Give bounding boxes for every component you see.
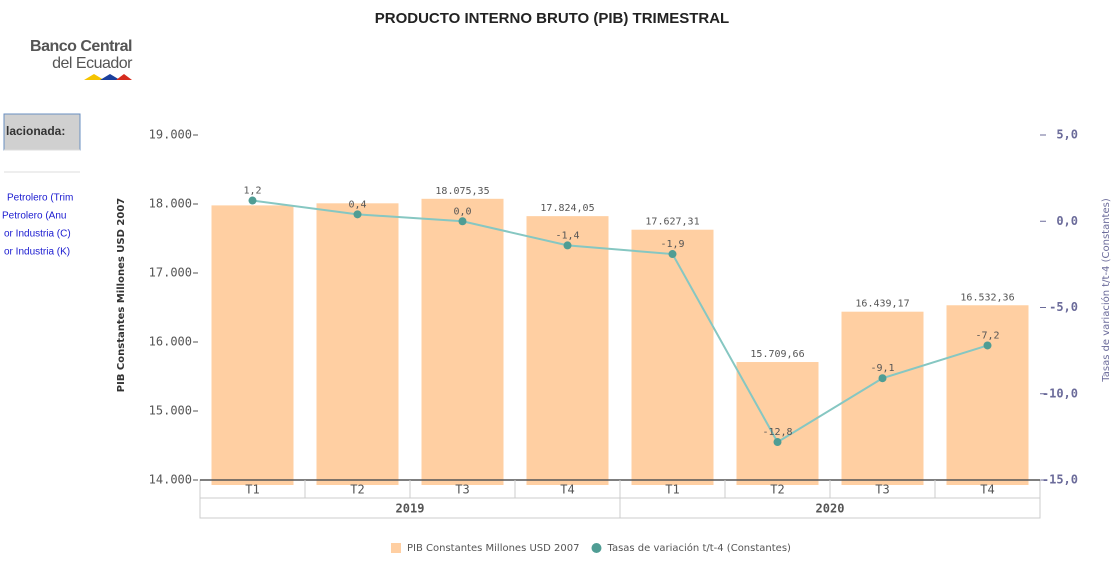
y2-tick-label: -5,0 (1049, 300, 1078, 314)
y2-tick-label: -15,0 (1042, 473, 1078, 487)
x-tick-label: T4 (560, 483, 574, 497)
bar (841, 311, 924, 485)
logo-text: del Ecuador (52, 55, 133, 72)
line-marker (563, 241, 572, 250)
x-tick-label: T4 (980, 483, 994, 497)
x-tick-label: T2 (350, 483, 364, 497)
legend-label: PIB Constantes Millones USD 2007 (407, 543, 579, 554)
sidebar-link[interactable]: Petrolero (Anu (2, 211, 66, 222)
line-value-label: -12,8 (762, 427, 792, 438)
sidebar-link[interactable]: Petrolero (Trim (7, 193, 73, 204)
sidebar-header-text: lacionada: (6, 124, 65, 138)
legend-label: Tasas de variación t/t-4 (Constantes) (606, 542, 791, 554)
y2-tick-label: -10,0 (1042, 386, 1078, 400)
bar (631, 229, 714, 485)
x-tick-label: T2 (770, 483, 784, 497)
bar-value-label: 16.532,36 (960, 292, 1014, 303)
bar (316, 203, 399, 485)
group-label: 2020 (816, 502, 845, 516)
chart-title: PRODUCTO INTERNO BRUTO (PIB) TRIMESTRAL (375, 10, 729, 27)
line-marker (878, 374, 887, 383)
line-marker (773, 438, 782, 447)
logo-text: Banco Central (30, 38, 132, 55)
bar (211, 205, 294, 485)
y-tick-label: 18.000 (149, 197, 192, 211)
y2-tick-label: 0,0 (1056, 214, 1078, 228)
y-tick-label: 16.000 (149, 335, 192, 349)
y-tick-label: 17.000 (149, 266, 192, 280)
bar (736, 362, 819, 485)
line-value-label: 1,2 (243, 186, 261, 197)
legend-swatch (591, 543, 602, 553)
bar (946, 305, 1029, 485)
group-label: 2019 (396, 502, 425, 516)
sidebar-link[interactable]: or Industria (K) (4, 247, 70, 258)
x-tick-label: T3 (455, 483, 469, 497)
bar (421, 198, 504, 486)
line-marker (248, 196, 257, 205)
y2-axis-label: Tasas de variación t/t-4 (Constantes) (1100, 198, 1112, 383)
y-axis-label: PIB Constantes Millones USD 2007 (116, 198, 127, 392)
line-marker (353, 210, 362, 219)
line-value-label: -9,1 (870, 363, 894, 374)
line-marker (983, 341, 992, 350)
line-value-label: -1,4 (555, 230, 579, 241)
line (252, 199, 988, 444)
line-marker (458, 217, 467, 226)
x-tick-label: T1 (245, 483, 259, 497)
sidebar-header (3, 113, 81, 151)
sidebar-link[interactable]: or Industria (C) (4, 229, 71, 240)
legend-swatch (391, 543, 401, 553)
line-value-label: -1,9 (660, 239, 684, 250)
logo-flag (84, 74, 132, 80)
bar-value-label: 17.627,31 (645, 217, 699, 228)
bar (526, 216, 609, 485)
line-value-label: -7,2 (975, 330, 999, 341)
y2-tick-label: 5,0 (1056, 128, 1078, 142)
y-tick-label: 14.000 (149, 473, 192, 487)
bar-value-label: 16.439,17 (855, 299, 909, 310)
line-value-label: 0,0 (453, 206, 471, 217)
y-tick-label: 19.000 (149, 128, 192, 142)
x-tick-label: T1 (665, 483, 679, 497)
line-marker (668, 250, 677, 259)
bar-value-label: 17.824,05 (540, 203, 594, 214)
line-value-label: 0,4 (348, 199, 366, 210)
y-tick-label: 15.000 (149, 404, 192, 418)
bar-value-label: 15.709,66 (750, 349, 804, 360)
bar-value-label: 18.075,35 (435, 186, 489, 197)
x-tick-label: T3 (875, 483, 889, 497)
